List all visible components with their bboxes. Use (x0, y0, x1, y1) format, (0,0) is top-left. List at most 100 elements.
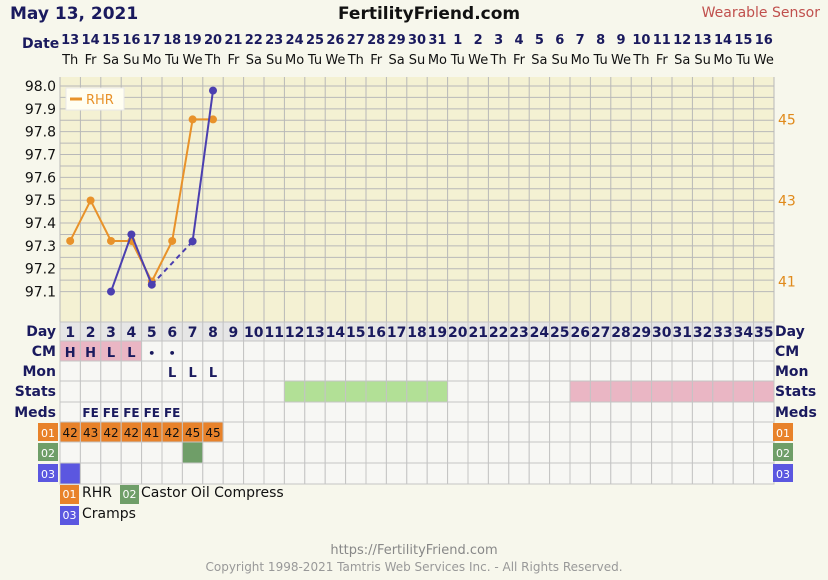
table-cell-mon (447, 360, 469, 382)
table-cell-stats (569, 380, 591, 403)
table-cell-cm (467, 340, 489, 362)
table-cell-stats (630, 380, 653, 403)
table-cell-stats (691, 380, 714, 403)
table-cell-s02 (732, 441, 755, 464)
table-cell-s01 (324, 421, 347, 443)
table-cell-meds (508, 401, 530, 423)
table-cell-stats (120, 380, 143, 403)
date-number: 17 (143, 33, 161, 48)
table-cell-stats (222, 380, 245, 403)
table-cell-cm (610, 340, 632, 362)
mon-value: L (209, 366, 217, 381)
table-cell-meds (467, 401, 489, 423)
table-cell-s01 (243, 421, 265, 443)
y-left-tick: 97.7 (25, 148, 56, 164)
day-number: 26 (570, 325, 589, 341)
table-cell-stats (141, 380, 163, 403)
cm-value: L (107, 346, 115, 361)
table-cell-s03 (610, 462, 632, 485)
day-number: 31 (672, 325, 691, 341)
table-cell-cm (181, 340, 204, 362)
table-cell-s03 (100, 462, 122, 485)
table-cell-stats (100, 380, 122, 403)
day-number: 33 (713, 325, 732, 341)
table-cell-cm (589, 340, 612, 362)
table-cell-s02 (222, 441, 245, 464)
temp-point (107, 287, 115, 296)
temp-line-gap (151, 240, 194, 286)
day-number: 21 (468, 325, 487, 341)
table-cell-stats (467, 380, 489, 403)
date-number: 14 (82, 33, 100, 48)
table-cell-s01 (447, 421, 469, 443)
table-cell-cm (508, 340, 530, 362)
cm-value: H (85, 346, 96, 361)
plot-legend-box (65, 87, 125, 111)
table-cell-meds (406, 401, 428, 423)
date-number: 15 (734, 33, 752, 48)
table-cell-meds (222, 401, 245, 423)
table-cell-cm (263, 340, 285, 362)
table-cell-s03 (569, 462, 591, 485)
table-cell-stats (712, 380, 734, 403)
row-label-meds-left: Meds (14, 405, 56, 421)
sensor-code-left: 02 (41, 447, 55, 460)
footer-url[interactable]: https://FertilityFriend.com (330, 543, 498, 558)
table-cell-s03 (222, 462, 245, 485)
weekday-label: Tu (735, 53, 750, 68)
table-cell-mon (691, 360, 714, 382)
table-cell-s02 (589, 441, 612, 464)
sensor-code-box-left (38, 423, 58, 441)
table-cell-cm (222, 340, 245, 362)
table-cell-stats (385, 380, 408, 403)
table-cell-s02 (365, 441, 387, 464)
table-cell-mon (120, 360, 143, 382)
table-cell-s03 (202, 462, 224, 485)
date-number: 13 (61, 33, 79, 48)
temp-point (188, 237, 197, 246)
table-cell-s02 (712, 441, 734, 464)
weekday-label: Tu (592, 53, 607, 68)
table-cell-mon (589, 360, 612, 382)
row-label-meds-right: Meds (775, 405, 817, 421)
table-cell-s03 (365, 462, 387, 485)
date-number: 8 (596, 33, 605, 48)
table-cell-stats (528, 380, 551, 403)
day-number: 8 (208, 325, 218, 341)
table-cell-s01 (365, 421, 387, 443)
sensor-code-box-right (773, 423, 793, 441)
table-cell-meds (487, 401, 510, 423)
row-label-mon-right: Mon (775, 364, 809, 380)
wearable-sensor-label[interactable]: Wearable Sensor (701, 5, 820, 21)
table-cell-s01 (222, 421, 245, 443)
y-left-tick: 97.8 (25, 125, 56, 141)
table-cell-cm (406, 340, 428, 362)
table-cell-cm (202, 340, 224, 362)
table-cell-cm (283, 340, 306, 362)
day-number: 19 (428, 325, 447, 341)
sensor01-value: 43 (83, 426, 98, 440)
table-cell-cm (385, 340, 408, 362)
weekday-label: We (754, 53, 774, 68)
sensor-code-box-right (773, 464, 793, 482)
weekday-label: Sa (103, 53, 119, 68)
day-number: 27 (591, 325, 610, 341)
table-cell-meds (630, 401, 653, 423)
site-title[interactable]: FertilityFriend.com (338, 4, 521, 24)
y-left-tick: 97.2 (25, 262, 56, 278)
legend-03-code: 03 (60, 506, 79, 525)
table-cell-meds (712, 401, 734, 423)
table-cell-mon (651, 360, 673, 382)
table-cell-s01 (610, 421, 632, 443)
y-left-tick: 97.3 (25, 239, 56, 255)
date-number: 28 (367, 33, 385, 48)
table-cell-mon (141, 360, 163, 382)
table-cell-cm (243, 340, 265, 362)
table-cell-s03 (549, 462, 571, 485)
day-number: 20 (448, 325, 468, 341)
day-number: 24 (530, 325, 550, 341)
date-number: 26 (326, 33, 344, 48)
weekday-label: Su (694, 53, 711, 68)
table-cell-cm (304, 340, 326, 362)
table-cell-mon (508, 360, 530, 382)
